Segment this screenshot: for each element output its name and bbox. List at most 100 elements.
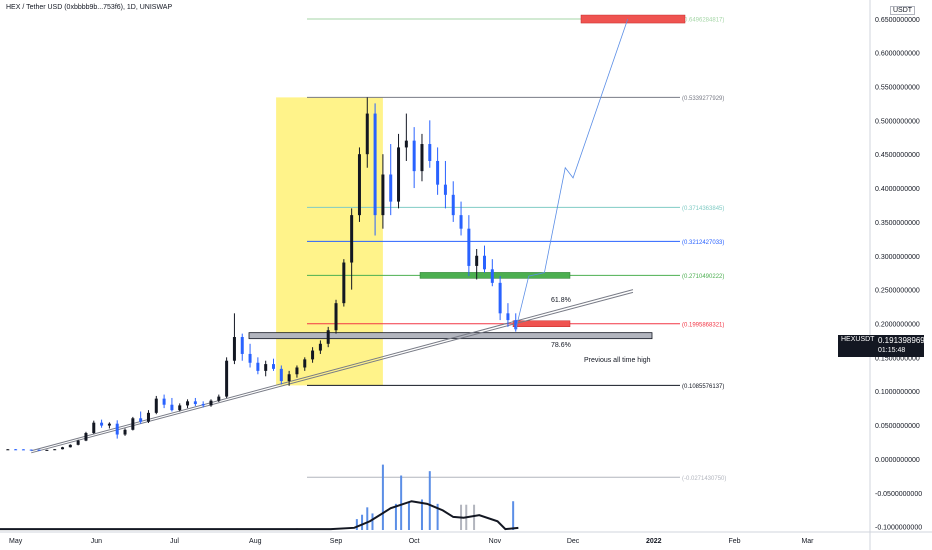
previous-ath-box <box>248 332 653 340</box>
fib-level-label: (0.3212427033) <box>682 240 724 246</box>
candle-body <box>162 398 166 405</box>
candle-body <box>303 359 307 368</box>
candle-body <box>193 401 197 405</box>
candle-body <box>92 422 96 434</box>
y-axis-tick-label: 0.2500000000 <box>875 288 920 295</box>
fib-level-label: (0.5339277929) <box>682 96 724 102</box>
candle-body <box>146 412 150 422</box>
x-axis-tick-label: Feb <box>729 538 741 545</box>
candle-body <box>311 350 315 360</box>
candle-body <box>139 418 143 422</box>
x-axis-tick-label: Jun <box>91 538 102 545</box>
y-axis-tick-label: 0.1000000000 <box>875 389 920 396</box>
y-axis-tick-label: 0.0500000000 <box>875 423 920 430</box>
projection-path <box>515 18 629 330</box>
x-axis-tick-label: Mar <box>801 538 814 545</box>
candle-body <box>248 353 252 363</box>
y-axis-tick-label: 0.5500000000 <box>875 84 920 91</box>
volume-bar <box>473 504 476 530</box>
y-axis-tick-label: 0.4500000000 <box>875 152 920 159</box>
candle-body <box>225 360 229 397</box>
candle-body <box>428 144 432 161</box>
x-axis-tick-label: Oct <box>409 538 420 545</box>
candle-body <box>154 398 158 413</box>
candle-body <box>498 282 502 314</box>
candle-body <box>389 174 393 202</box>
y-axis-tick-label: -0.1000000000 <box>875 525 922 532</box>
fib-level-label: (-0.0271430750) <box>682 476 726 482</box>
candle-body <box>350 215 354 263</box>
y-axis-tick-label: 0.5000000000 <box>875 118 920 125</box>
previous-ath-label: Previous all time high <box>584 357 651 364</box>
target-red-box <box>580 14 686 24</box>
volume-bar <box>436 503 439 530</box>
y-axis-tick-label: 0.3500000000 <box>875 220 920 227</box>
candle-body <box>506 313 510 321</box>
support-green-box <box>419 272 571 279</box>
candle-body <box>45 449 49 451</box>
price-tag-countdown: 01:15:48 <box>878 347 906 354</box>
candle-body <box>420 144 424 172</box>
support-red-box <box>512 320 571 327</box>
volume-bar <box>355 519 358 530</box>
candle-body <box>76 440 80 445</box>
price-tag: HEXUSDT 0.1913989690 01:15:48 <box>838 335 929 357</box>
volume-ma-line <box>0 500 519 531</box>
candle-body <box>373 113 377 216</box>
candle-body <box>272 364 276 369</box>
candle-body <box>186 401 190 406</box>
volume-bar <box>394 503 397 530</box>
candle-body <box>107 423 111 426</box>
candle-body <box>357 154 361 216</box>
candle-body <box>84 433 88 441</box>
candle-body <box>209 400 213 406</box>
candle-body <box>217 396 221 401</box>
candle-body <box>475 255 479 266</box>
y-axis-tick-label: 0.1500000000 <box>875 355 920 362</box>
chart-title: HEX / Tether USD (0xbbbb9b...753f6), 1D,… <box>6 4 173 11</box>
volume-bar <box>512 501 515 530</box>
candle-body <box>53 449 57 451</box>
y-axis-tick-label: 0.0000000000 <box>875 457 920 464</box>
currency-label[interactable]: USDT <box>890 6 916 15</box>
candle-body <box>334 303 338 331</box>
volume-bar <box>407 501 410 530</box>
candle-body <box>264 364 268 371</box>
candle-body <box>37 449 41 451</box>
x-axis-tick-label: Aug <box>249 538 262 545</box>
candle-body <box>6 449 10 451</box>
x-axis-tick-label: Jul <box>170 538 179 545</box>
fib-level-label: (0.3714363845) <box>682 206 724 212</box>
volume-bar <box>361 514 364 530</box>
candle-body <box>342 262 346 304</box>
candle-body <box>412 140 416 172</box>
y-axis-tick-label: 0.6500000000 <box>875 17 920 24</box>
fib-level-label: (0.6496284817) <box>682 18 724 24</box>
candle-body <box>131 418 135 430</box>
candle-body <box>467 228 471 266</box>
candle-body <box>115 423 119 435</box>
candle-body <box>178 405 182 411</box>
candle-body <box>381 174 385 216</box>
y-axis-tick-label: -0.0500000000 <box>875 491 922 498</box>
fib-786-label: 78.6% <box>551 342 571 349</box>
candle-body <box>459 215 463 229</box>
candle-body <box>514 320 518 330</box>
candle-body <box>170 404 174 411</box>
y-axis-tick-label: 0.2000000000 <box>875 321 920 328</box>
price-tag-value: 0.1913989690 <box>878 336 930 345</box>
fib-618-label: 61.8% <box>551 297 571 304</box>
y-axis-tick-label: 0.3000000000 <box>875 254 920 261</box>
volume-bar <box>381 464 384 530</box>
y-axis-tick-label: 0.6000000000 <box>875 51 920 58</box>
volume-bar <box>428 471 431 530</box>
price-tag-symbol: HEXUSDT <box>841 336 875 343</box>
candle-body <box>295 367 299 375</box>
y-axis-tick-label: 0.4000000000 <box>875 186 920 193</box>
candle-body <box>100 422 104 426</box>
candle-body <box>14 449 18 451</box>
candle-body <box>482 255 486 270</box>
fib-level-label: (0.1085576137) <box>682 384 724 390</box>
candle-body <box>365 113 369 155</box>
volume-bar <box>420 499 423 530</box>
